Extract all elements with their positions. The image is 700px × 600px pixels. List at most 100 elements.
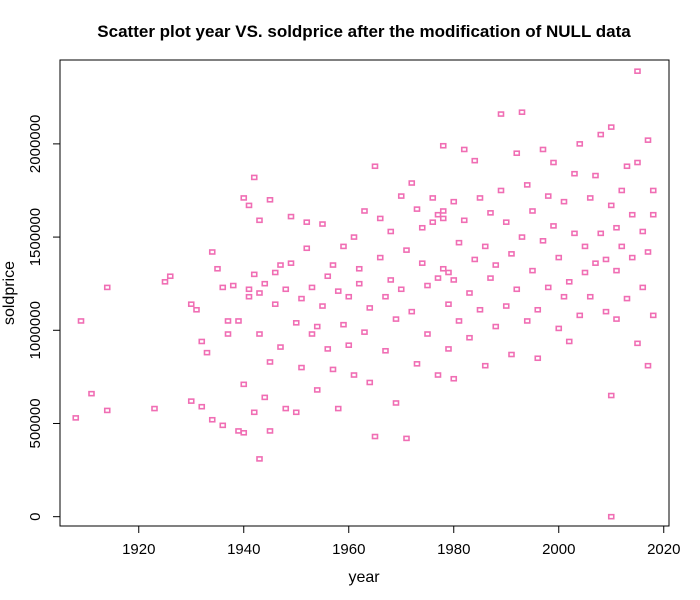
data-point: [639, 284, 647, 291]
data-point: [334, 405, 342, 412]
data-point: [450, 277, 458, 283]
data-point: [413, 206, 421, 212]
data-point: [324, 346, 332, 352]
data-point: [523, 318, 531, 324]
data-point: [628, 211, 636, 218]
data-point: [413, 361, 421, 367]
data-point: [429, 195, 437, 201]
data-point: [560, 198, 568, 205]
data-point: [555, 254, 563, 261]
x-axis: 1920 1940 1960 1980 2000 2020: [122, 526, 680, 558]
data-point: [235, 428, 242, 434]
data-point: [387, 228, 395, 235]
data-point: [508, 351, 515, 358]
data-point: [266, 359, 274, 365]
data-point: [287, 260, 295, 266]
data-point: [481, 243, 489, 250]
data-point: [166, 273, 174, 280]
x-tick-label: 1920: [122, 541, 155, 558]
data-point: [371, 433, 379, 440]
data-point: [361, 329, 368, 335]
data-point: [376, 215, 384, 222]
data-point: [518, 234, 526, 240]
data-point: [103, 284, 111, 291]
data-point: [203, 349, 211, 356]
data-point: [240, 381, 248, 388]
data-point: [256, 456, 263, 462]
data-point: [282, 286, 290, 293]
data-point: [292, 409, 300, 416]
data-point: [471, 256, 479, 263]
data-point: [219, 422, 227, 429]
data-point: [424, 282, 431, 289]
data-point: [376, 254, 384, 261]
x-tick-label: 2020: [647, 541, 680, 558]
data-point: [303, 219, 311, 225]
data-point: [250, 271, 258, 278]
data-point: [261, 280, 269, 287]
chart-title: Scatter plot year VS. soldprice after th…: [97, 22, 631, 41]
data-point: [313, 387, 321, 393]
data-point: [308, 331, 316, 337]
data-point: [198, 338, 206, 345]
plot-frame: [59, 59, 670, 527]
data-point: [445, 346, 452, 352]
data-point: [329, 366, 337, 373]
data-point: [581, 269, 589, 276]
data-point: [298, 295, 305, 302]
data-point: [219, 284, 227, 291]
data-point: [649, 211, 657, 218]
data-point: [371, 163, 379, 170]
data-point: [649, 187, 657, 194]
data-point: [72, 415, 80, 421]
data-point: [208, 249, 216, 255]
data-point: [88, 390, 95, 397]
data-point: [586, 195, 594, 201]
data-point: [445, 269, 452, 276]
data-point: [408, 308, 416, 315]
data-point: [544, 193, 552, 199]
data-point: [492, 323, 500, 330]
data-point: [298, 364, 305, 371]
data-point: [224, 318, 232, 324]
data-point: [613, 267, 620, 274]
data-point: [366, 305, 374, 311]
data-point: [450, 198, 458, 205]
data-point: [366, 379, 374, 386]
data-point: [502, 219, 510, 225]
data-point: [334, 288, 342, 294]
data-point: [418, 224, 426, 231]
data-point: [607, 392, 615, 399]
data-point: [618, 187, 626, 194]
data-point: [634, 159, 641, 166]
data-point: [277, 262, 284, 268]
data-point: [340, 243, 347, 250]
data-point: [529, 208, 536, 214]
data-point: [639, 228, 647, 235]
x-tick-label: 1940: [227, 541, 260, 558]
data-point: [576, 312, 584, 319]
data-point: [529, 267, 536, 274]
data-point: [439, 142, 447, 149]
data-point: [256, 290, 263, 296]
data-point: [245, 293, 253, 300]
data-point: [628, 254, 636, 261]
data-point: [487, 210, 494, 216]
data-point: [350, 234, 358, 240]
data-point: [487, 275, 494, 281]
data-point: [271, 301, 279, 307]
data-point: [571, 230, 578, 237]
data-point: [497, 111, 505, 117]
data-point: [198, 403, 206, 410]
data-point: [355, 265, 363, 272]
data-points: [72, 68, 657, 520]
data-point: [450, 375, 458, 382]
data-point: [649, 312, 657, 319]
data-point: [235, 318, 242, 324]
data-point: [250, 174, 258, 181]
data-point: [518, 109, 526, 115]
data-point: [534, 306, 542, 313]
data-point: [607, 513, 615, 520]
data-point: [607, 124, 615, 130]
data-point: [592, 172, 599, 179]
